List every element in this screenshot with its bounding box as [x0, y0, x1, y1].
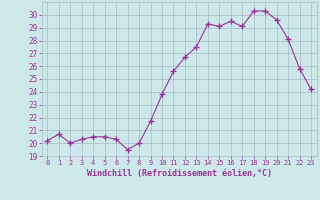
X-axis label: Windchill (Refroidissement éolien,°C): Windchill (Refroidissement éolien,°C)	[87, 169, 272, 178]
